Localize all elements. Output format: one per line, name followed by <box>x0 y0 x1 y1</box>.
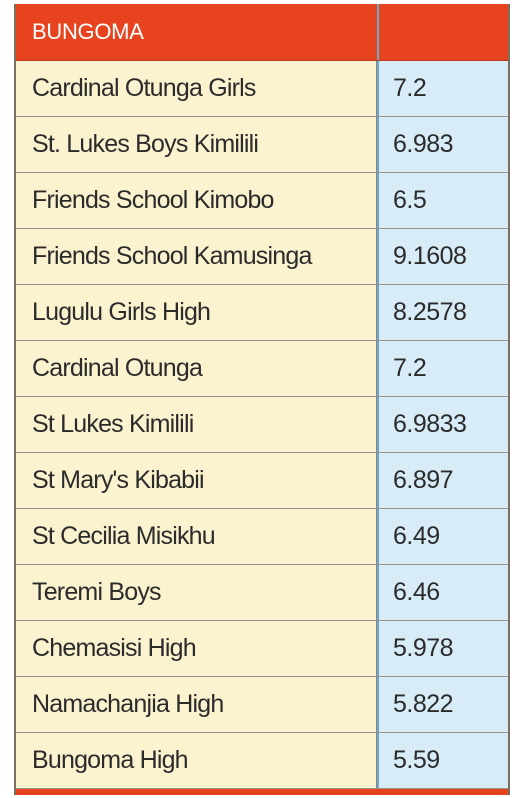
school-name: Lugulu Girls High <box>16 285 377 340</box>
table-row: Lugulu Girls High 8.2578 <box>16 285 508 341</box>
table-row: Bungoma High 5.59 <box>16 733 508 789</box>
school-name: St. Lukes Boys Kimilili <box>16 117 377 172</box>
table-row: Cardinal Otunga 7.2 <box>16 341 508 397</box>
school-score: 8.2578 <box>377 285 508 340</box>
school-score: 7.2 <box>377 61 508 116</box>
school-name: Friends School Kamusinga <box>16 229 377 284</box>
school-score: 7.2 <box>377 341 508 396</box>
school-name: St Mary's Kibabii <box>16 453 377 508</box>
school-score: 9.1608 <box>377 229 508 284</box>
school-name: Cardinal Otunga <box>16 341 377 396</box>
table-row: Cardinal Otunga Girls 7.2 <box>16 61 508 117</box>
school-name: Bungoma High <box>16 733 377 788</box>
school-score: 5.59 <box>377 733 508 788</box>
table-footer-strip <box>16 789 508 795</box>
school-scores-table: BUNGOMA Cardinal Otunga Girls 7.2 St. Luke… <box>14 4 510 795</box>
school-name: Chemasisi High <box>16 621 377 676</box>
table-row: Teremi Boys 6.46 <box>16 565 508 621</box>
table-row: Namachanjia High 5.822 <box>16 677 508 733</box>
school-name: Namachanjia High <box>16 677 377 732</box>
school-score: 5.822 <box>377 677 508 732</box>
school-name: Teremi Boys <box>16 565 377 620</box>
school-name: Friends School Kimobo <box>16 173 377 228</box>
school-name: St Lukes Kimilili <box>16 397 377 452</box>
table-row: St Lukes Kimilili 6.9833 <box>16 397 508 453</box>
school-score: 6.49 <box>377 509 508 564</box>
school-score: 6.897 <box>377 453 508 508</box>
school-name: St Cecilia Misikhu <box>16 509 377 564</box>
school-score: 5.978 <box>377 621 508 676</box>
table-header: BUNGOMA <box>16 4 508 61</box>
school-score: 6.5 <box>377 173 508 228</box>
school-score: 6.9833 <box>377 397 508 452</box>
score-heading-cell <box>377 4 508 60</box>
table-row: Friends School Kamusinga 9.1608 <box>16 229 508 285</box>
table-row: St Mary's Kibabii 6.897 <box>16 453 508 509</box>
table-row: St Cecilia Misikhu 6.49 <box>16 509 508 565</box>
table-row: Chemasisi High 5.978 <box>16 621 508 677</box>
table-row: Friends School Kimobo 6.5 <box>16 173 508 229</box>
region-heading: BUNGOMA <box>32 19 144 44</box>
school-score: 6.983 <box>377 117 508 172</box>
table-body: Cardinal Otunga Girls 7.2 St. Lukes Boys K… <box>16 61 508 789</box>
school-name: Cardinal Otunga Girls <box>16 61 377 116</box>
table-row: St. Lukes Boys Kimilili 6.983 <box>16 117 508 173</box>
school-score: 6.46 <box>377 565 508 620</box>
